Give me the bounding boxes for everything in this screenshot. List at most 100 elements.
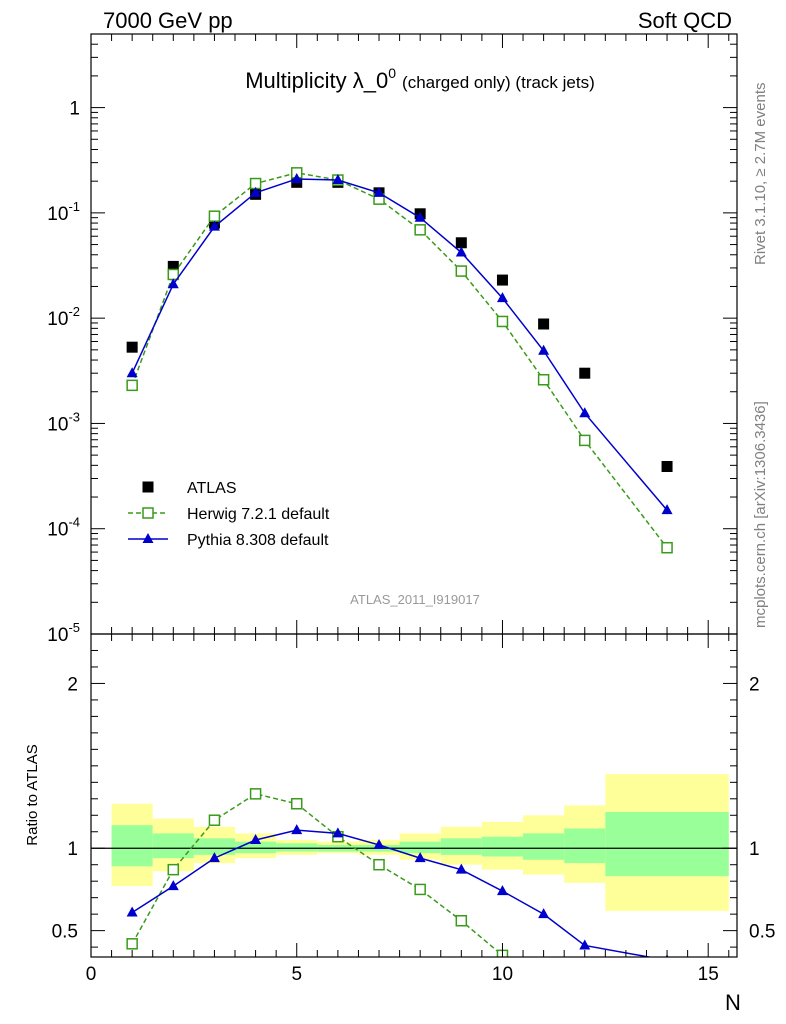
legend: ATLAS Herwig 7.2.1 default Pythia 8.308 de… [128, 480, 330, 549]
atlas-point [579, 367, 591, 379]
chart-title: Multiplicity λ_00 (charged only) (track j… [245, 65, 595, 93]
herwig-ratio-point [373, 858, 385, 871]
header-right: Soft QCD [638, 8, 732, 33]
pythia-point [579, 407, 591, 418]
pythia-point [291, 172, 303, 183]
mcplots-label: mcplots.cern.ch [arXiv:1306.3436] [752, 401, 769, 628]
y-tick-label: 10-5 [47, 620, 80, 646]
ratio-y-tick-label: 1 [67, 839, 78, 860]
header-left: 7000 GeV pp [103, 8, 233, 33]
uncertainty-band-inner [440, 838, 482, 855]
legend-marker-pythia [142, 533, 154, 543]
analysis-id: ATLAS_2011_I919017 [350, 592, 480, 607]
herwig-ratio-point [167, 863, 180, 876]
ratio-series [126, 788, 669, 957]
ratio-y-tick-label-right: 1 [749, 839, 760, 860]
uncertainty-band-inner [523, 833, 565, 860]
pythia-point [250, 186, 262, 197]
uncertainty-band-inner [152, 833, 194, 859]
ratio-y-tick-label: 2 [67, 674, 78, 695]
pythia-point [373, 186, 385, 197]
herwig-point [496, 315, 509, 328]
main-panel: 10-5 10-4 10-3 10-2 10-1 1 ATLAS Herwig 7.2.1 d… [47, 33, 738, 646]
x-tick-label: 10 [492, 964, 513, 985]
uncertainty-band-inner [605, 811, 729, 877]
uncertainty-band-inner [193, 838, 236, 855]
pythia-ratio-point [250, 833, 262, 844]
pythia-point [496, 292, 508, 303]
pythia-point [332, 174, 344, 185]
pythia-ratio-point [332, 827, 344, 838]
atlas-point [167, 260, 179, 272]
svg-text:Multiplicity λ_00(charged only: Multiplicity λ_00 (charged only) (track j… [245, 65, 595, 93]
pythia-ratio-point [455, 863, 467, 874]
pythia-ratio-point [538, 908, 550, 919]
legend-marker-atlas [142, 481, 154, 493]
herwig-point [579, 434, 591, 447]
legend-label: Pythia 8.308 default [187, 532, 329, 549]
title-detail: (charged only) (track jets) [402, 73, 595, 92]
pythia-point [167, 278, 179, 289]
rivet-label: Rivet 3.1.10, ≥ 2.7M events [752, 83, 769, 266]
ratio-ylabel: Ratio to ATLAS [24, 744, 41, 845]
pythia-point [455, 246, 467, 257]
uncertainty-band-inner [399, 841, 441, 854]
x-tick-label: 5 [291, 964, 302, 985]
pythia-point [414, 211, 426, 222]
ratio-y-tick-label: 0.5 [52, 922, 78, 943]
y-tick-label: 10-1 [47, 199, 80, 225]
pythia-ratio-point [414, 852, 426, 863]
y-tick-label: 1 [69, 99, 80, 120]
ratio-frame [90, 633, 738, 958]
herwig-ratio-point [249, 788, 262, 800]
legend-label: ATLAS [187, 480, 237, 497]
uncertainty-band-inner [111, 825, 153, 867]
herwig-ratio-point [455, 914, 468, 927]
y-tick-label: 10-3 [47, 409, 80, 435]
ratio-line [131, 793, 503, 956]
pythia-ratio-point [579, 939, 591, 950]
y-tick-label: 10-2 [47, 304, 80, 330]
x-tick-label: 15 [698, 964, 719, 985]
herwig-point [126, 379, 138, 392]
uncertainty-band-inner [564, 828, 606, 864]
pythia-point [538, 344, 550, 355]
herwig-point [167, 268, 180, 281]
atlas-point [126, 341, 138, 353]
atlas-point [496, 274, 508, 286]
pythia-point [208, 220, 220, 231]
atlas-point [455, 237, 467, 249]
x-tick-label: 0 [86, 964, 97, 985]
x-axis-label: N [725, 990, 741, 1015]
atlas-point [538, 318, 550, 330]
uncertainty-band-inner [276, 843, 318, 852]
ratio-panel: 0.5 0.5 1 1 2 2 0 5 10 15 [52, 633, 775, 985]
pythia-ratio-point [496, 885, 508, 896]
pythia-ratio-point [208, 852, 220, 863]
herwig-point [661, 541, 673, 554]
title-main: Multiplicity λ_0 [245, 68, 388, 93]
pythia-ratio-point [126, 906, 138, 917]
pythia-ratio-point [373, 838, 385, 849]
herwig-ratio-point [414, 883, 426, 896]
herwig-ratio-point [290, 797, 303, 810]
title-superscript: 0 [388, 65, 396, 81]
pythia-ratio-point [291, 824, 303, 835]
pythia-ratio-point [167, 880, 179, 891]
pythia-point [126, 367, 138, 378]
ratio-y-tick-label-right: 2 [749, 674, 760, 695]
y-tick-label: 10-4 [47, 515, 80, 541]
uncertainty-band-inner [235, 841, 277, 854]
herwig-ratio-point [126, 938, 138, 950]
atlas-point [661, 460, 673, 472]
legend-label: Herwig 7.2.1 default [187, 506, 330, 523]
herwig-point [414, 224, 426, 236]
herwig-point [455, 265, 468, 277]
herwig-ratio-point [208, 814, 221, 826]
pythia-point [661, 504, 673, 515]
uncertainty-band-inner [481, 836, 524, 857]
herwig-point [537, 373, 550, 386]
herwig-point [208, 210, 221, 222]
legend-marker-herwig [142, 507, 154, 519]
